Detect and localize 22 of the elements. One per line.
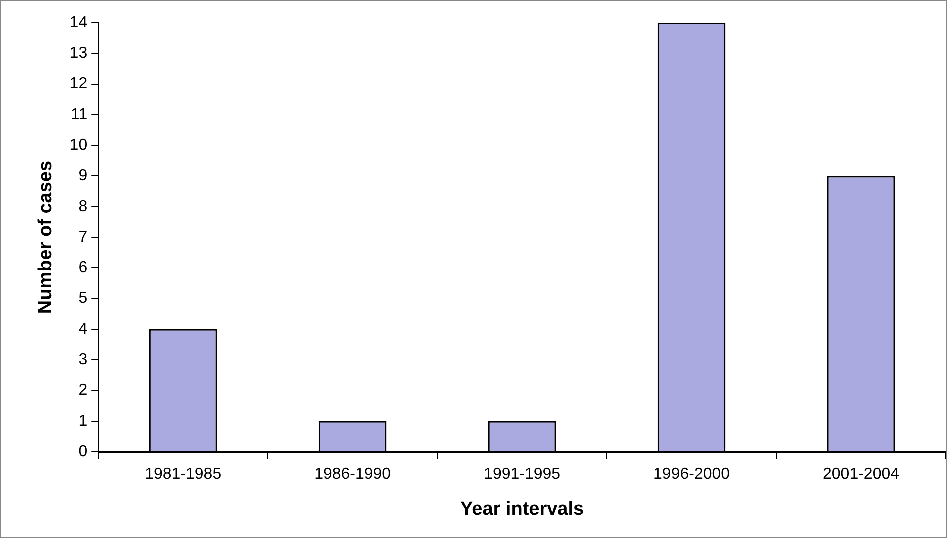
y-tick-label: 1 [78, 412, 88, 430]
x-axis-title: Year intervals [460, 498, 584, 520]
y-tick-label: 6 [78, 260, 88, 277]
x-tick-label: 1996-2000 [654, 466, 730, 484]
y-tick-label: 12 [70, 76, 88, 93]
y-tick-label: 11 [70, 106, 88, 124]
y-tick-label: 10 [70, 136, 88, 154]
y-tick-label: 3 [78, 351, 88, 368]
x-tick-label: 2001-2004 [823, 466, 900, 484]
y-tick-label: 2 [78, 382, 88, 400]
y-tick-label: 5 [78, 290, 88, 308]
y-tick-label: 0 [78, 443, 88, 460]
y-tick-label: 4 [78, 320, 88, 338]
y-axis-title: Number of cases [36, 160, 57, 314]
x-tick-label: 1991-1995 [484, 466, 561, 484]
y-tick-label: 9 [78, 168, 88, 185]
y-tick-label: 7 [78, 228, 88, 246]
y-tick-label: 14 [70, 14, 88, 32]
y-tick-label: 8 [78, 198, 88, 216]
x-tick-label: 1986-1990 [314, 466, 392, 484]
y-tick-label: 13 [70, 45, 88, 62]
x-tick-label: 1981-1985 [145, 466, 222, 484]
